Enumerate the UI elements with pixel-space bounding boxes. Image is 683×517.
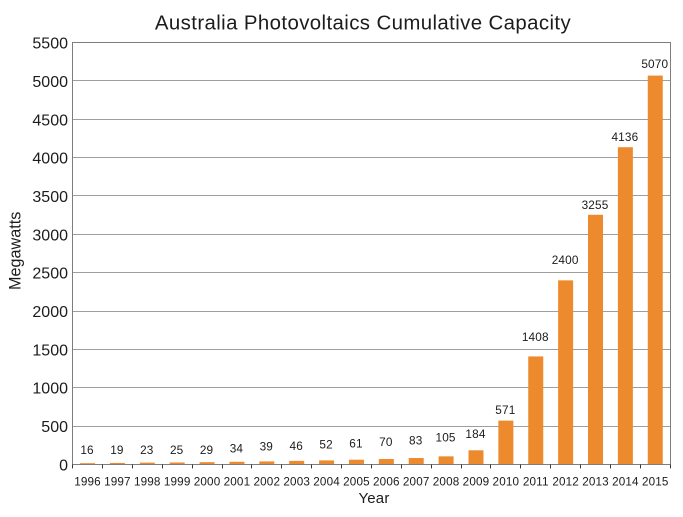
svg-text:2006: 2006 [373,476,400,489]
svg-text:23: 23 [140,443,154,457]
svg-text:4000: 4000 [32,151,68,168]
svg-text:3255: 3255 [582,198,609,212]
svg-text:39: 39 [260,440,273,454]
svg-text:2008: 2008 [433,476,460,489]
svg-text:1997: 1997 [104,476,131,489]
svg-text:1408: 1408 [522,330,549,344]
svg-text:5500: 5500 [32,36,68,53]
svg-text:5070: 5070 [641,57,668,71]
svg-text:1996: 1996 [74,476,101,489]
svg-text:83: 83 [409,434,423,448]
svg-text:Year: Year [358,490,389,507]
svg-text:61: 61 [349,437,362,451]
svg-text:1999: 1999 [164,476,191,489]
svg-text:4500: 4500 [32,112,68,129]
svg-text:1500: 1500 [32,342,68,359]
svg-text:70: 70 [379,435,393,449]
svg-text:500: 500 [41,419,68,436]
svg-text:2000: 2000 [32,304,68,321]
svg-text:2015: 2015 [642,476,669,489]
svg-text:2012: 2012 [552,476,579,489]
svg-text:2500: 2500 [32,266,68,283]
svg-text:2001: 2001 [224,476,251,489]
svg-text:34: 34 [230,442,244,456]
svg-text:2013: 2013 [582,476,609,489]
svg-text:5000: 5000 [32,74,68,91]
svg-text:2002: 2002 [254,476,281,489]
svg-text:2004: 2004 [313,476,340,489]
svg-text:1000: 1000 [32,381,68,398]
svg-text:Australia Photovoltaics Cumula: Australia Photovoltaics Cumulative Capac… [155,13,572,35]
svg-text:29: 29 [200,443,213,457]
svg-text:46: 46 [289,439,303,453]
svg-text:571: 571 [495,403,515,417]
svg-text:105: 105 [436,431,456,445]
svg-text:184: 184 [465,427,485,441]
svg-text:19: 19 [110,443,123,457]
svg-text:2003: 2003 [283,476,310,489]
svg-text:2007: 2007 [403,476,430,489]
svg-text:2011: 2011 [523,476,549,489]
svg-text:16: 16 [80,443,94,457]
svg-text:2014: 2014 [612,476,639,489]
svg-text:2005: 2005 [343,476,370,489]
svg-text:52: 52 [319,438,332,452]
svg-text:2009: 2009 [463,476,490,489]
svg-text:0: 0 [59,457,68,474]
svg-text:1998: 1998 [134,476,161,489]
svg-text:25: 25 [170,443,184,457]
svg-text:2000: 2000 [194,476,221,489]
svg-text:2400: 2400 [552,253,579,267]
svg-text:3000: 3000 [32,227,68,244]
svg-text:4136: 4136 [611,130,638,144]
svg-text:2010: 2010 [493,476,520,489]
svg-text:3500: 3500 [32,189,68,206]
svg-text:Megawatts: Megawatts [7,212,25,290]
